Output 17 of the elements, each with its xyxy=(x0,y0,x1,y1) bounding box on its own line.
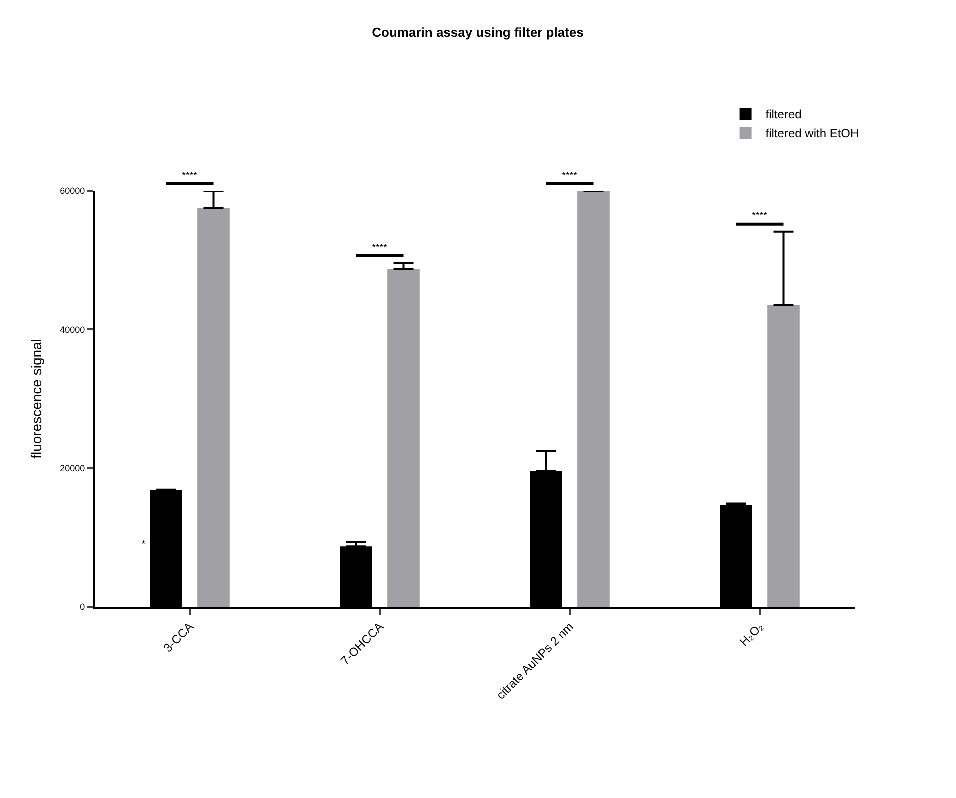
y-tick-label: 40000 xyxy=(60,324,86,335)
bar xyxy=(388,269,420,607)
bar xyxy=(768,305,800,607)
annotation: **** xyxy=(752,211,768,222)
bar xyxy=(578,191,610,607)
bar xyxy=(198,208,230,607)
legend-label: filtered xyxy=(766,108,802,122)
legend-label: filtered with EtOH xyxy=(766,126,860,141)
y-tick-label: 0 xyxy=(80,602,86,612)
annotation: * xyxy=(142,539,146,549)
chart-title: Coumarin assay using filter plates xyxy=(372,25,584,40)
y-tick-label: 20000 xyxy=(60,463,86,474)
text: **** xyxy=(562,171,578,182)
y-tick-label: 60000 xyxy=(60,186,86,196)
annotation: **** xyxy=(372,243,388,254)
text: **** xyxy=(182,171,198,182)
y-axis-title: fluorescence signal xyxy=(28,339,44,459)
